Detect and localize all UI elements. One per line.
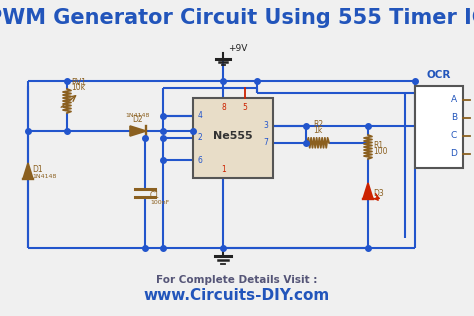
Text: A: A bbox=[451, 95, 457, 105]
Text: 7: 7 bbox=[263, 138, 268, 147]
Text: PWM Generator Circuit Using 555 Timer IC: PWM Generator Circuit Using 555 Timer IC bbox=[0, 8, 474, 28]
Text: C: C bbox=[451, 131, 457, 141]
Text: 100: 100 bbox=[373, 148, 388, 156]
Bar bbox=[193, 98, 273, 178]
Text: 2: 2 bbox=[198, 133, 203, 143]
Text: D: D bbox=[450, 149, 457, 159]
Text: R2: R2 bbox=[313, 120, 323, 129]
Text: OCR: OCR bbox=[427, 70, 451, 80]
Polygon shape bbox=[363, 183, 373, 199]
Text: +9V: +9V bbox=[228, 44, 248, 53]
Text: D2: D2 bbox=[133, 115, 143, 124]
Text: 1k: 1k bbox=[313, 126, 323, 135]
Text: R1: R1 bbox=[373, 141, 383, 149]
Text: For Complete Details Visit :: For Complete Details Visit : bbox=[156, 275, 318, 285]
Text: 100nF: 100nF bbox=[150, 199, 169, 204]
Bar bbox=[415, 86, 463, 168]
Text: 3: 3 bbox=[263, 121, 268, 131]
Text: www.Circuits-DIY.com: www.Circuits-DIY.com bbox=[144, 289, 330, 303]
Text: 1N4148: 1N4148 bbox=[126, 113, 150, 118]
Text: 1: 1 bbox=[221, 165, 226, 174]
Text: 4: 4 bbox=[198, 111, 203, 120]
Text: 5: 5 bbox=[243, 103, 247, 112]
Text: D3: D3 bbox=[373, 189, 384, 198]
Text: 6: 6 bbox=[198, 156, 203, 165]
Text: Ne555: Ne555 bbox=[213, 131, 253, 141]
Text: 8: 8 bbox=[221, 103, 226, 112]
Text: C1: C1 bbox=[150, 191, 160, 199]
Text: B: B bbox=[451, 113, 457, 123]
Text: 1N4148: 1N4148 bbox=[32, 173, 56, 179]
Polygon shape bbox=[130, 126, 146, 136]
Text: 10k: 10k bbox=[71, 83, 85, 92]
Text: D1: D1 bbox=[32, 165, 43, 173]
Polygon shape bbox=[23, 163, 33, 179]
Text: RV1: RV1 bbox=[71, 78, 86, 87]
